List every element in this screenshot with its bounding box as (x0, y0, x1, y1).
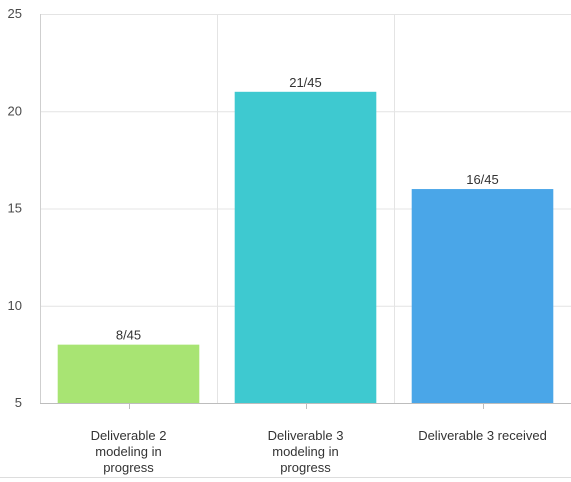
bar (411, 189, 554, 403)
x-category-label: Deliverable 3 (268, 428, 344, 443)
bar (57, 344, 200, 403)
x-category-label: progress (280, 460, 331, 475)
x-category-label: Deliverable 2 (91, 428, 167, 443)
x-category-label: modeling in (272, 444, 339, 459)
y-tick-label: 20 (8, 103, 22, 118)
footer-mask (0, 478, 571, 482)
bars-layer (57, 91, 554, 404)
y-tick-label: 15 (8, 201, 22, 216)
data-label: 16/45 (466, 172, 499, 187)
data-label: 21/45 (289, 75, 322, 90)
y-tick-label: 5 (15, 395, 22, 410)
data-label: 8/45 (116, 328, 141, 343)
x-category-label: modeling in (95, 444, 162, 459)
y-tick-label: 25 (8, 6, 22, 21)
y-tick-label: 10 (8, 298, 22, 313)
bar (234, 91, 377, 404)
x-category-label: Deliverable 3 received (418, 428, 547, 443)
axis-layer (0, 14, 571, 478)
x-category-label: progress (103, 460, 154, 475)
